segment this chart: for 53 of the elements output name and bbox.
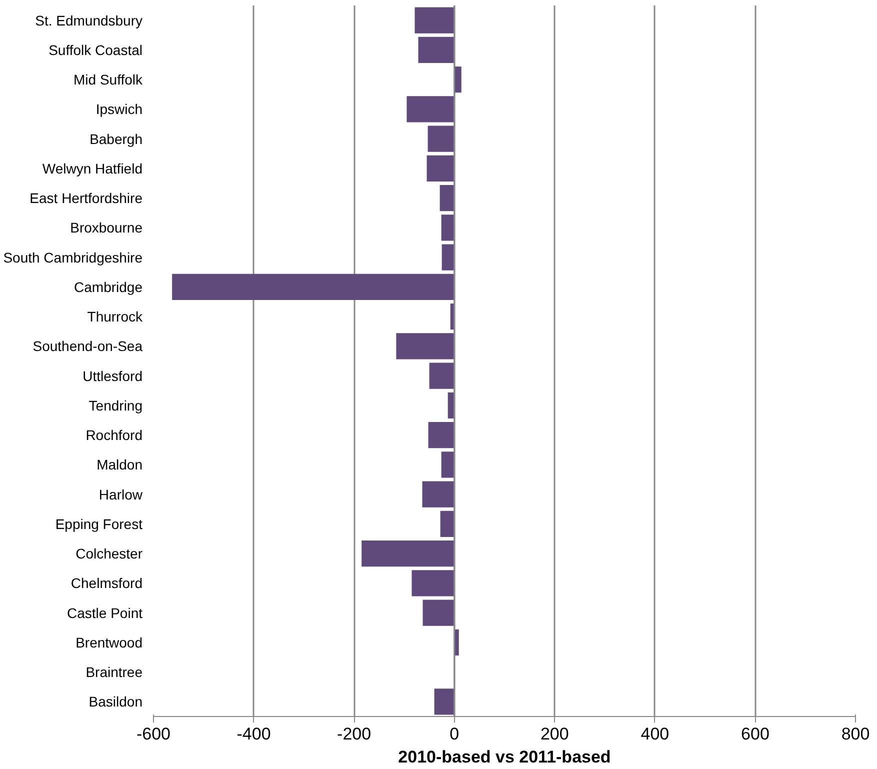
bar <box>434 688 454 715</box>
bar <box>414 7 454 34</box>
bar <box>429 362 454 389</box>
bar <box>441 452 454 478</box>
bar <box>406 96 454 122</box>
bar <box>428 126 454 152</box>
y-tick-label: East Hertfordshire <box>30 190 143 206</box>
bar <box>441 214 454 241</box>
bar <box>412 570 454 596</box>
x-tick-label: -400 <box>236 724 271 744</box>
bar <box>454 66 462 93</box>
y-tick-label: Chelmsford <box>70 575 143 592</box>
y-tick-label: Harlow <box>98 486 144 502</box>
y-tick-label: Southend-on-Sea <box>32 338 143 354</box>
y-tick-label: Brentwood <box>76 634 143 650</box>
y-tick-label: Babergh <box>90 130 143 147</box>
x-tick-label: -600 <box>136 724 171 744</box>
y-tick-label: Welwyn Hatfield <box>42 160 143 176</box>
y-tick-label: Suffolk Coastal <box>48 42 142 58</box>
bar <box>426 155 454 182</box>
x-tick-label: 200 <box>540 724 569 744</box>
y-tick-label: Thurrock <box>87 308 144 325</box>
y-tick-label: Epping Forest <box>55 516 143 532</box>
y-tick-label: St. Edmundsbury <box>35 12 143 28</box>
bar <box>442 244 454 270</box>
y-tick-label: Broxbourne <box>70 220 143 236</box>
y-tick-label: Colchester <box>76 546 143 562</box>
y-tick-label: Maldon <box>96 456 143 473</box>
bar <box>396 333 454 360</box>
x-axis-title: 2010-based vs 2011-based <box>398 748 611 766</box>
y-tick-label: South Cambridgeshire <box>3 249 143 266</box>
y-tick-label: Ipswich <box>96 101 143 118</box>
x-tick-label: 600 <box>741 724 770 744</box>
y-tick-label: Castle Point <box>67 604 143 621</box>
bar <box>428 422 454 448</box>
y-tick-label: Rochford <box>86 427 143 444</box>
bar <box>172 274 454 300</box>
y-tick-label: Basildon <box>88 694 142 710</box>
y-tick-label: Uttlesford <box>82 368 143 384</box>
bar <box>362 540 454 567</box>
y-tick-label: Cambridge <box>74 278 143 295</box>
bar <box>422 600 454 626</box>
y-tick-label: Braintree <box>86 664 143 680</box>
y-tick-label: Tendring <box>88 397 142 414</box>
x-tick-label: 800 <box>841 724 870 744</box>
bar <box>440 185 454 212</box>
bar <box>440 510 454 537</box>
x-tick-label: 400 <box>640 724 670 744</box>
x-tick-label: 0 <box>450 724 460 744</box>
bar <box>418 36 454 63</box>
y-tick-label: Mid Suffolk <box>74 72 144 88</box>
x-tick-label: -200 <box>337 724 372 744</box>
bar <box>422 481 454 508</box>
